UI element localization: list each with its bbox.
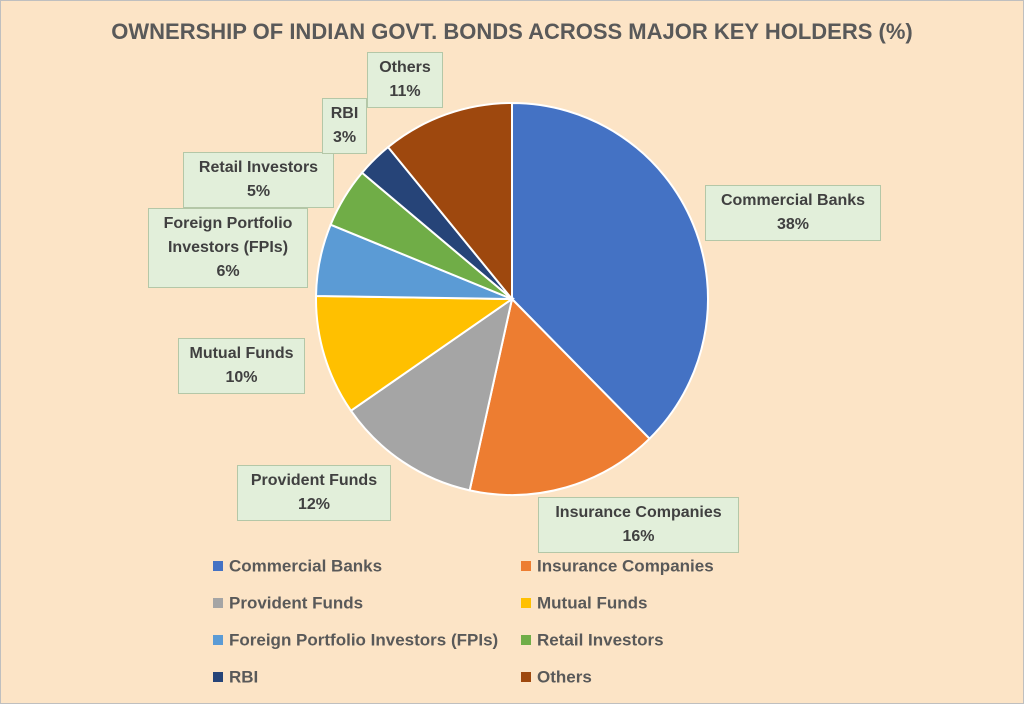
data-label: Retail Investors 5%: [183, 152, 334, 208]
label-value: 12%: [297, 496, 331, 513]
label-value: 11%: [389, 83, 421, 100]
label-value: 3%: [332, 129, 357, 146]
legend-swatch: [521, 672, 531, 682]
legend-swatch: [213, 635, 223, 645]
legend-swatch: [213, 672, 223, 682]
legend-label: Mutual Funds: [537, 593, 647, 612]
legend-label: Provident Funds: [229, 593, 363, 612]
legend-swatch: [521, 598, 531, 608]
label-category: RBI: [330, 105, 359, 122]
legend-label: Commercial Banks: [229, 556, 382, 575]
data-label: Mutual Funds 10%: [178, 338, 305, 394]
legend-label: Foreign Portfolio Investors (FPIs): [229, 630, 498, 649]
legend-label: Others: [537, 667, 592, 686]
data-label: Insurance Companies 16%: [538, 497, 739, 553]
data-label: Provident Funds 12%: [237, 465, 391, 521]
pie-slice: [511, 101, 709, 441]
data-label: RBI 3%: [322, 98, 367, 154]
label-category: Provident Funds: [250, 472, 378, 489]
legend-swatch: [521, 635, 531, 645]
data-label: Foreign Portfolio Investors (FPIs) 6%: [148, 208, 308, 288]
label-value: 10%: [225, 369, 258, 386]
legend-label: Retail Investors: [537, 630, 664, 649]
legend-swatch: [213, 598, 223, 608]
label-value: 16%: [622, 528, 655, 545]
legend-swatch: [213, 561, 223, 571]
label-value: 38%: [776, 216, 810, 233]
label-value: 5%: [246, 183, 271, 200]
label-category: Insurance Companies: [555, 504, 722, 521]
label-category: Commercial Banks: [720, 192, 866, 209]
label-value: 6%: [216, 263, 240, 280]
legend-swatch: [521, 561, 531, 571]
pie-slice: [386, 101, 513, 302]
pie-slice: [315, 294, 516, 413]
pie-slice: [468, 296, 651, 496]
legend-label: RBI: [229, 667, 258, 686]
pie-slice: [349, 296, 514, 492]
label-category: Foreign Portfolio Investors (FPIs): [163, 215, 293, 256]
label-category: Mutual Funds: [189, 345, 294, 362]
chart-title: OWNERSHIP OF INDIAN GOVT. BONDS ACROSS M…: [111, 19, 912, 44]
data-label: Others 11%: [367, 52, 443, 108]
label-category: Others: [379, 59, 431, 76]
label-category: Retail Investors: [198, 159, 319, 176]
legend-label: Insurance Companies: [537, 556, 714, 575]
data-label: Commercial Banks 38%: [705, 185, 881, 241]
